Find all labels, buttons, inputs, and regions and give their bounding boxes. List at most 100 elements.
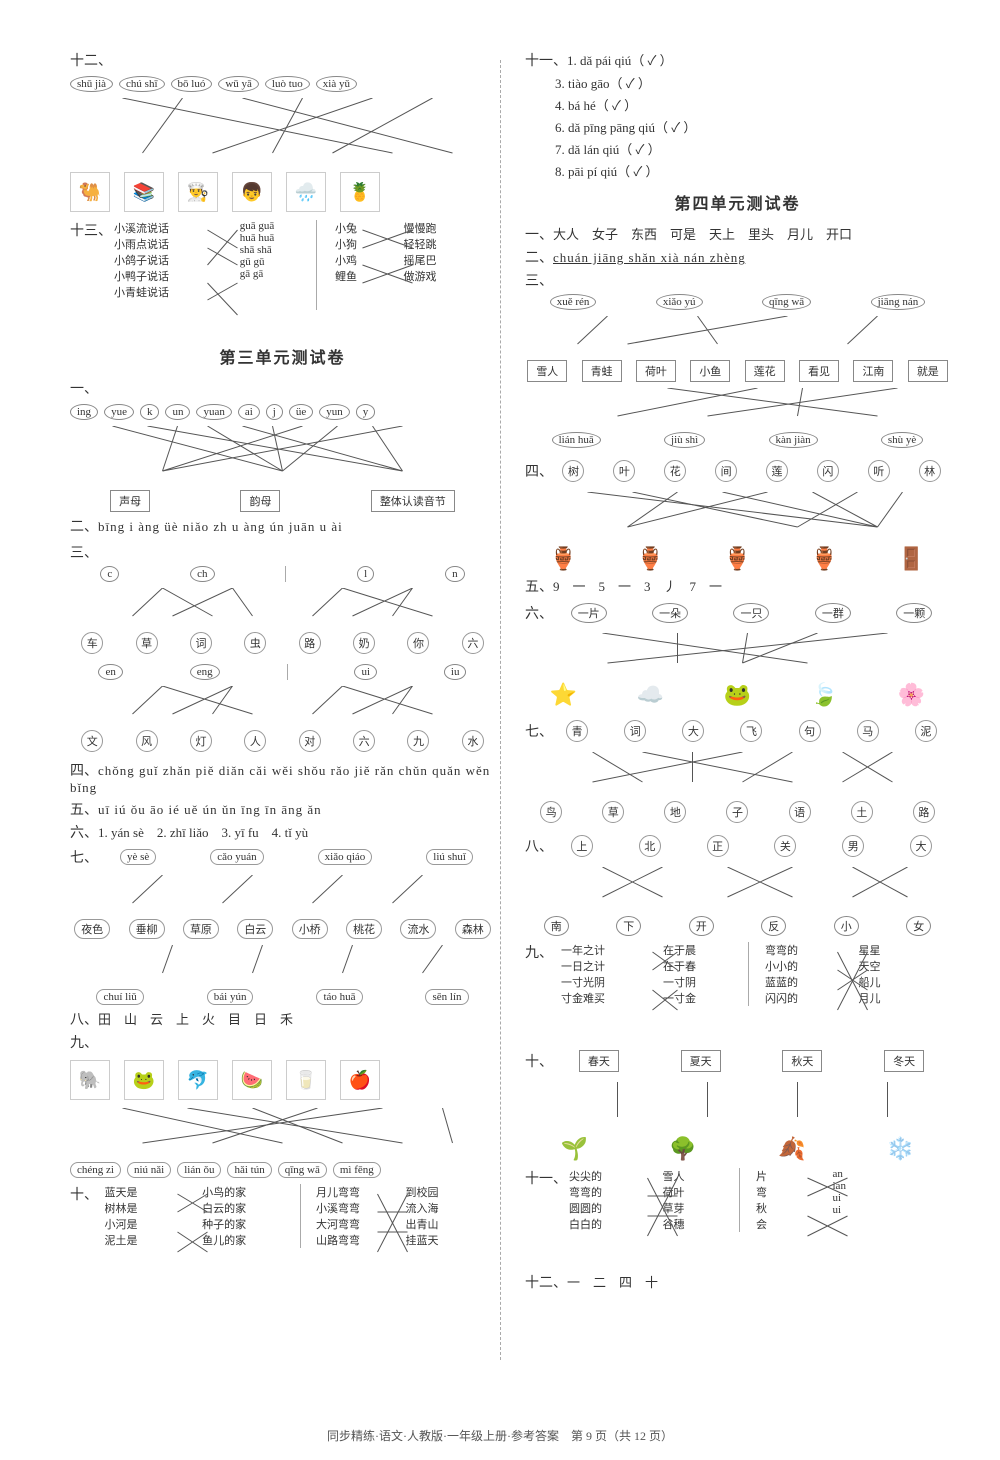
q3-m: 你 — [407, 632, 429, 654]
u3-q3-block: 三、 c ch l n 车 草 词 虫 路 奶 你 六 en eng — [70, 542, 495, 752]
q7-m: 白云 — [237, 919, 273, 939]
q9-lab: lián ǒu — [177, 1162, 221, 1178]
u4-q5-text: 9 一 5 一 3 丿 7 一 — [553, 579, 722, 594]
q11-al: 弯弯的 — [569, 1184, 663, 1200]
q13-la: 小青蛙说话 — [114, 284, 240, 300]
q9-al: 一寸光阴 — [561, 974, 663, 990]
q7-t: cǎo yuán — [210, 849, 263, 865]
q11-al: 尖尖的 — [569, 1168, 663, 1184]
q12-icon: 🌧️ — [286, 172, 326, 212]
q12-icon: 🐫 — [70, 172, 110, 212]
u4-q1-num: 一、 — [525, 228, 553, 243]
q10-ar: 白云的家 — [202, 1200, 300, 1216]
u4-q6-num: 六、 — [525, 603, 553, 623]
q3-m: 词 — [190, 632, 212, 654]
u3-q4-num: 四、 — [70, 764, 98, 779]
q9-bl: 弯弯的 — [765, 942, 859, 958]
u4-q5-num: 五、 — [525, 580, 553, 595]
q9-ar: 一寸阴 — [663, 974, 748, 990]
q8b: 反 — [761, 916, 786, 936]
q7-m: 夜色 — [74, 919, 110, 939]
q1-oval: üe — [289, 404, 313, 420]
q7b: 草 — [602, 801, 624, 823]
q9-lab: qīng wā — [278, 1162, 327, 1178]
q9-ar: 在于春 — [663, 958, 748, 974]
q11-br: ui — [833, 1192, 910, 1204]
q10t: 秋天 — [782, 1050, 822, 1072]
q7t: 飞 — [740, 720, 762, 742]
u4-q7-num: 七、 — [525, 721, 553, 741]
u4-q10-num: 十、 — [525, 1051, 553, 1071]
q3-m: 虫 — [244, 632, 266, 654]
q13-rb: 摇尾巴 — [404, 252, 495, 268]
q12-block: 十二、 shū jià chú shī bō luó wū yā luò tuo… — [70, 50, 495, 212]
q3m: 青蛙 — [582, 360, 622, 382]
q7t: 大 — [682, 720, 704, 742]
q11-al: 白白的 — [569, 1216, 663, 1232]
q7t: 词 — [624, 720, 646, 742]
q4t: 林 — [919, 460, 941, 482]
q6-icon: 🐸 — [724, 682, 751, 708]
q9-al: 一年之计 — [561, 942, 663, 958]
q12-oval: chú shī — [119, 76, 164, 92]
unit3-title: 第三单元测试卷 — [70, 344, 495, 368]
u4-q4-num: 四、 — [525, 461, 553, 481]
q7b: 子 — [726, 801, 748, 823]
q1-oval: ing — [70, 404, 98, 420]
u3-q5-text: uī iú ǒu āo ié uě ún ǔn īng īn āng ǎn — [98, 802, 322, 817]
q12-icon: 👨‍🍳 — [178, 172, 218, 212]
q3b: lián huā — [552, 432, 601, 448]
q12-icon: 🍍 — [340, 172, 380, 212]
q9-ar: 在于晨 — [663, 942, 748, 958]
q11-ar: 草芽 — [663, 1200, 740, 1216]
page-content: 十二、 shū jià chú shī bō luó wū yā luò tuo… — [70, 50, 950, 1295]
u4-q8-num: 八、 — [525, 836, 553, 856]
q13-lb: 小鸡 — [335, 252, 404, 268]
q10-bl: 月儿弯弯 — [316, 1184, 405, 1200]
q6t: 一群 — [815, 603, 851, 623]
q6t: 一颗 — [896, 603, 932, 623]
u3-q7-block: 七、 yè sè cǎo yuán xiǎo qiáo liú shuǐ 夜色 … — [70, 845, 495, 1005]
q13-ma: huā huā — [240, 232, 316, 244]
page-footer: 同步精练·语文·人教版·一年级上册·参考答案 第 9 页（共 12 页） — [0, 1427, 1000, 1444]
q3-bt: eng — [190, 664, 220, 680]
q1-rect: 声母 — [110, 490, 150, 512]
column-divider — [500, 60, 501, 1360]
q3t: xuě rén — [550, 294, 597, 310]
u3-q2-text: bīng i àng üè niǎo zh u àng ún juān u ài — [98, 519, 343, 534]
q7-b: sēn lín — [425, 989, 468, 1005]
q7b: 土 — [851, 801, 873, 823]
q10-br: 挂蓝天 — [406, 1232, 495, 1248]
q10-al: 泥土是 — [104, 1232, 202, 1248]
q1-oval: ai — [238, 404, 260, 420]
q1-oval: yun — [319, 404, 350, 420]
q10-al: 树林是 — [104, 1200, 202, 1216]
q13-la: 小鸽子说话 — [114, 252, 240, 268]
q7b: 路 — [913, 801, 935, 823]
u4-q10-block: 十、 春天 夏天 秋天 冬天 🌱 🌳 🍂 ❄️ — [525, 1046, 950, 1162]
q13-ma: guā guā — [240, 220, 316, 232]
q3-bt: ui — [354, 664, 377, 680]
q10-al: 小河是 — [104, 1216, 202, 1232]
u3-q9-num: 九、 — [70, 1032, 495, 1052]
r-q11-i: 3. tiào gāo（ ✓ ） — [555, 73, 950, 92]
q9-br: 船儿 — [859, 974, 936, 990]
q3m: 就是 — [908, 360, 948, 382]
r-q11-i: 7. dǎ lán qiú（ ✓ ） — [555, 139, 950, 158]
q11-bl: 片 — [756, 1168, 833, 1184]
q3-b: 风 — [136, 730, 158, 752]
q9-ar: 一寸金 — [663, 990, 748, 1006]
q12-oval: xià yǔ — [316, 76, 357, 92]
q4t: 间 — [715, 460, 737, 482]
q9-br: 月儿 — [859, 990, 936, 1006]
q3-m: 路 — [299, 632, 321, 654]
q3-b: 灯 — [190, 730, 212, 752]
q1-oval: yue — [104, 404, 134, 420]
q4-icon: 🚪 — [898, 546, 925, 572]
q9-lab: mì fēng — [333, 1162, 381, 1178]
u3-q7-num: 七、 — [70, 847, 98, 867]
u4-q12-num: 十二、 — [525, 1276, 567, 1291]
u4-q11-num: 十一、 — [525, 1168, 569, 1232]
q7b: 鸟 — [540, 801, 562, 823]
u3-q10-block: 十、 蓝天是 树林是 小河是 泥土是 小鸟的家 白云的家 种子的家 鱼儿的家 月… — [70, 1184, 495, 1274]
